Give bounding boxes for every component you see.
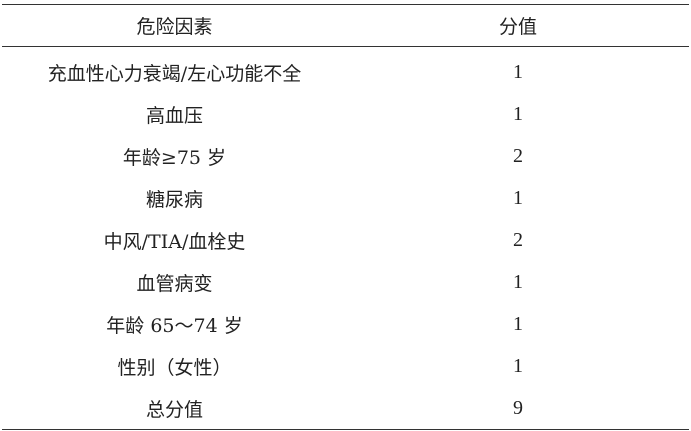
table-row: 充血性心力衰竭/左心功能不全 1 — [2, 47, 689, 94]
score-cell: 9 — [513, 396, 523, 419]
table-row: 血管病变 1 — [2, 261, 689, 303]
risk-factor-cell: 糖尿病 — [145, 188, 203, 211]
risk-factor-cell: 总分值 — [145, 398, 203, 421]
score-cell: 2 — [513, 144, 523, 167]
table-row: 年龄 65～74 岁 1 — [2, 303, 689, 345]
score-cell: 1 — [513, 354, 523, 377]
score-cell: 2 — [513, 228, 523, 251]
header-risk-factor: 危险因素 — [136, 16, 213, 38]
risk-factor-cell: 血管病变 — [136, 272, 213, 295]
risk-factor-cell: 性别（女性） — [117, 356, 232, 379]
score-cell: 1 — [513, 312, 523, 335]
table-row: 性别（女性） 1 — [2, 345, 689, 387]
table-row: 糖尿病 1 — [2, 177, 689, 219]
header-row: 危险因素 分值 — [2, 4, 689, 47]
risk-factor-cell: 年龄≥75 岁 — [122, 146, 227, 169]
risk-factor-cell: 年龄 65～74 岁 — [106, 314, 243, 337]
score-cell: 1 — [513, 60, 523, 83]
table-row: 年龄≥75 岁 2 — [2, 135, 689, 177]
table-row: 中风/TIA/血栓史 2 — [2, 219, 689, 261]
risk-score-table: 危险因素 分值 充血性心力衰竭/左心功能不全 1 高血压 1 年龄≥75 岁 2 糖尿病 1 中… — [2, 4, 689, 430]
table-row: 高血压 1 — [2, 93, 689, 135]
score-cell: 1 — [513, 270, 523, 293]
risk-factor-cell: 中风/TIA/血栓史 — [103, 230, 246, 253]
table-row: 总分值 9 — [2, 387, 689, 430]
header-score: 分值 — [498, 16, 537, 38]
score-cell: 1 — [513, 186, 523, 209]
risk-factor-cell: 高血压 — [145, 104, 203, 127]
risk-factor-cell: 充血性心力衰竭/左心功能不全 — [47, 62, 302, 85]
score-cell: 1 — [513, 102, 523, 125]
